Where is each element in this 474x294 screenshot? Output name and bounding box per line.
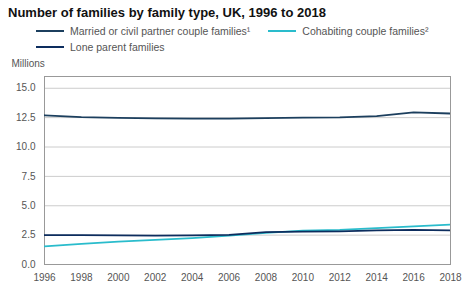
svg-text:2012: 2012 bbox=[329, 272, 352, 283]
svg-text:0.0: 0.0 bbox=[22, 259, 36, 270]
html-text:Number of families by family t: Number of families by family type, UK, 1… bbox=[8, 5, 326, 20]
svg-text:2008: 2008 bbox=[255, 272, 278, 283]
svg-text:15.0: 15.0 bbox=[16, 82, 36, 93]
svg-text:2018: 2018 bbox=[439, 272, 462, 283]
html-text:Cohabiting couple families²: Cohabiting couple families² bbox=[302, 25, 429, 37]
svg-text:2014: 2014 bbox=[366, 272, 389, 283]
svg-text:1996: 1996 bbox=[33, 272, 56, 283]
html-text:Lone parent families: Lone parent families bbox=[70, 41, 165, 53]
svg-text:Millions: Millions bbox=[12, 58, 45, 69]
svg-text:12.5: 12.5 bbox=[16, 112, 36, 123]
svg-text:2000: 2000 bbox=[107, 272, 130, 283]
svg-text:10.0: 10.0 bbox=[16, 141, 36, 152]
svg-text:2.5: 2.5 bbox=[22, 229, 36, 240]
svg-text:5.0: 5.0 bbox=[22, 200, 36, 211]
svg-text:7.5: 7.5 bbox=[22, 171, 36, 182]
svg-text:2004: 2004 bbox=[181, 272, 204, 283]
svg-text:1998: 1998 bbox=[70, 272, 93, 283]
html-text:Married or civil partner coupl: Married or civil partner couple families… bbox=[70, 25, 251, 37]
svg-text:2010: 2010 bbox=[292, 272, 315, 283]
svg-text:2016: 2016 bbox=[402, 272, 425, 283]
svg-text:2002: 2002 bbox=[144, 272, 167, 283]
svg-text:2006: 2006 bbox=[218, 272, 241, 283]
